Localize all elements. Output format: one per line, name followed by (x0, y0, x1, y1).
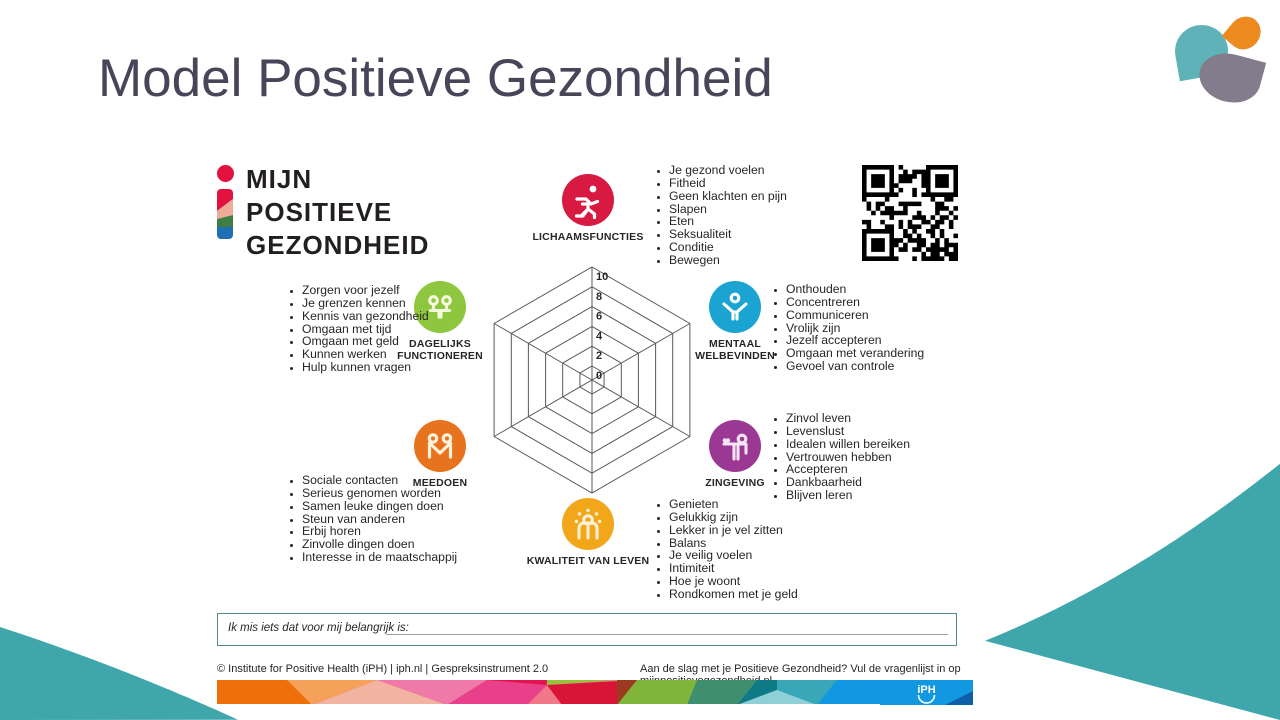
svg-text:4: 4 (596, 330, 603, 342)
svg-text:iPH: iPH (917, 684, 935, 696)
svg-text:0: 0 (596, 370, 602, 382)
svg-text:2: 2 (596, 350, 602, 362)
svg-text:8: 8 (596, 291, 602, 303)
svg-text:6: 6 (596, 311, 602, 323)
svg-text:10: 10 (596, 271, 608, 283)
